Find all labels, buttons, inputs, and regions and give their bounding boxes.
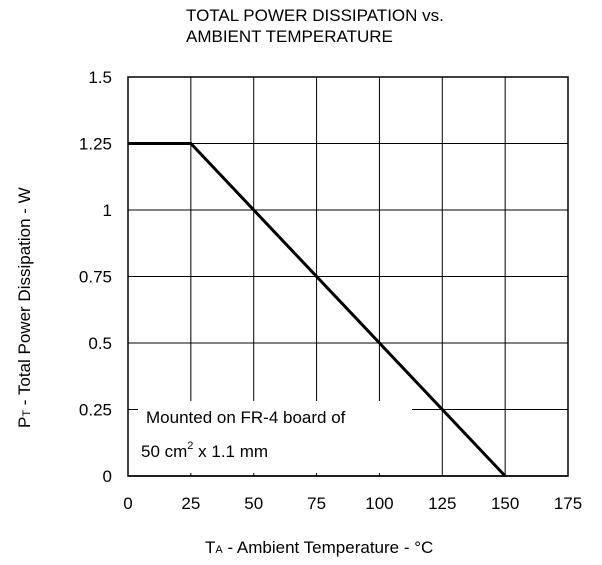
y-tick-label-4: 1 [103, 201, 112, 220]
series-line-0 [128, 142, 507, 478]
chart-title-line1: TOTAL POWER DISSIPATION vs. [186, 6, 444, 25]
x-tick-label-6: 150 [491, 494, 519, 513]
y-tick-label-3: 0.75 [79, 268, 112, 287]
y-axis-label-sub: T [21, 410, 33, 417]
annotation-line2-sup: 2 [187, 440, 193, 452]
grid [127, 76, 569, 477]
x-tick-label-7: 175 [554, 494, 582, 513]
tick-labels: 0 25 50 75 100 125 150 175 0 0.25 0.5 0.75 1 1.25 1.5 [79, 68, 582, 513]
x-tick-label-0: 0 [123, 494, 132, 513]
y-tick-label-5: 1.25 [79, 135, 112, 154]
y-tick-label-1: 0.25 [79, 401, 112, 420]
x-axis-label-rest: - Ambient Temperature - °C [223, 538, 434, 557]
y-tick-label-6: 1.5 [88, 68, 112, 87]
x-axis-label: TA - Ambient Temperature - °C [205, 538, 433, 557]
x-axis-label-sub: A [215, 544, 223, 556]
annotation-box [138, 401, 412, 473]
x-axis-label-main: T [205, 538, 215, 557]
annotation-line2-pre: 50 cm [141, 442, 187, 461]
y-axis-label: PT - Total Power Dissipation - W [15, 187, 34, 428]
x-tick-label-1: 25 [181, 494, 200, 513]
x-tick-label-2: 50 [244, 494, 263, 513]
x-tick-label-4: 100 [365, 494, 393, 513]
y-tick-label-2: 0.5 [88, 334, 112, 353]
y-axis-label-rest: - Total Power Dissipation - W [15, 187, 34, 410]
annotation-line2-post: x 1.1 mm [193, 442, 268, 461]
y-axis-label-main: P [15, 417, 34, 428]
series-layer [128, 142, 507, 478]
annotation-line2: 50 cm2 x 1.1 mm [141, 440, 268, 461]
x-tick-label-3: 75 [307, 494, 326, 513]
x-tick-label-5: 125 [428, 494, 456, 513]
chart-title-line2: AMBIENT TEMPERATURE [186, 27, 393, 46]
y-tick-label-0: 0 [103, 467, 112, 486]
annotation-line1: Mounted on FR-4 board of [146, 408, 346, 427]
